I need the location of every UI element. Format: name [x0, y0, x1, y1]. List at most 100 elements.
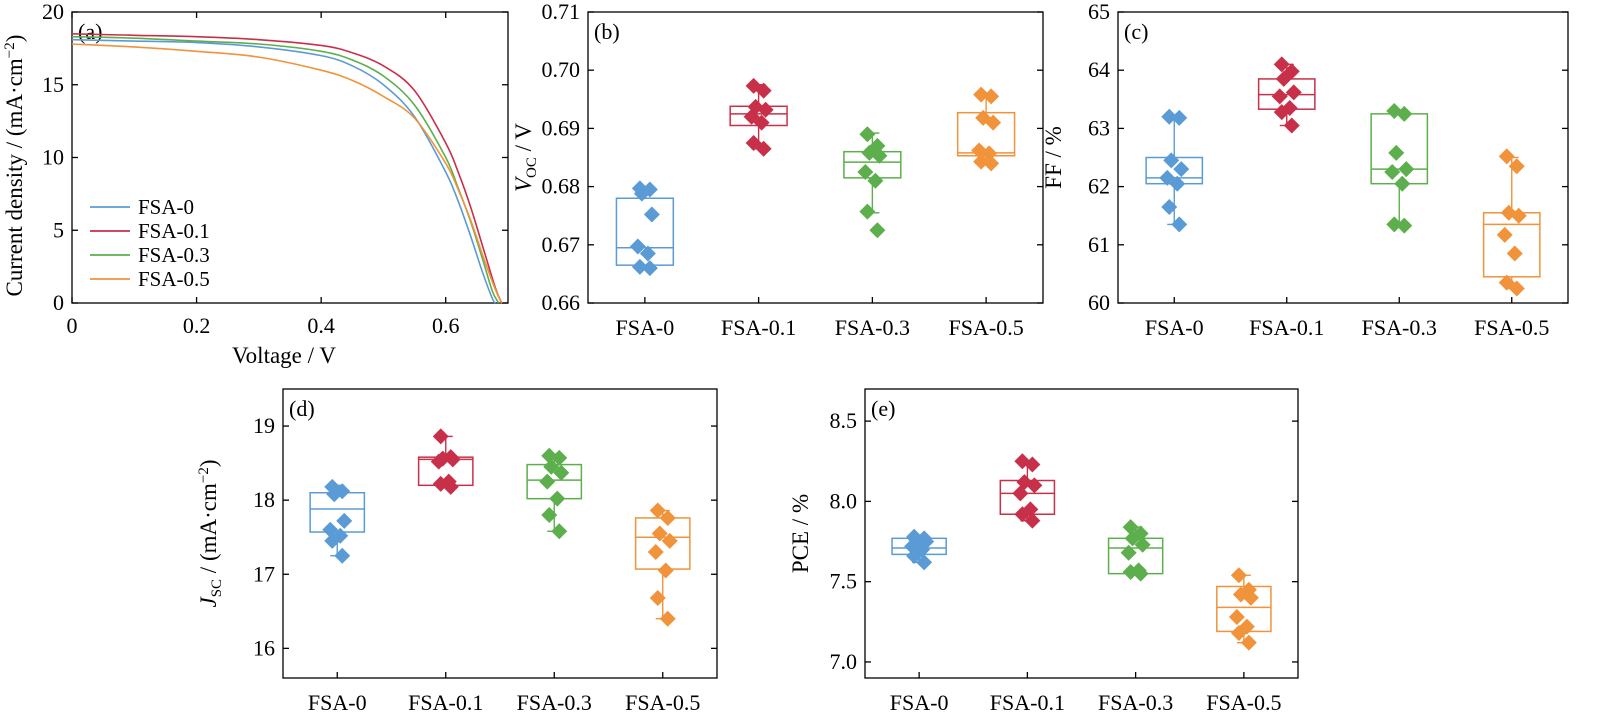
- data-point: [1275, 70, 1292, 87]
- data-point: [553, 464, 570, 481]
- data-point: [869, 222, 886, 239]
- data-point: [755, 82, 772, 99]
- x-tick-label: FSA-0: [616, 315, 675, 340]
- y-tick-label: 20: [42, 0, 64, 24]
- box-FSA-0.5: [634, 502, 691, 627]
- data-point: [1024, 512, 1041, 529]
- data-point: [1388, 144, 1405, 161]
- y-tick-label: 0.67: [542, 232, 581, 257]
- plot-frame: [282, 388, 718, 679]
- data-point: [336, 512, 353, 529]
- y-tick-label: 0.70: [542, 57, 581, 82]
- x-tick-label: FSA-0.5: [625, 690, 700, 715]
- data-point: [659, 509, 676, 526]
- data-point: [1273, 104, 1290, 121]
- x-tick-label: FSA-0.3: [1098, 690, 1173, 715]
- box-FSA-0: [891, 528, 947, 571]
- data-point: [324, 532, 341, 549]
- panel-label: (e): [871, 396, 895, 421]
- box-FSA-0.1: [999, 453, 1056, 529]
- data-point: [647, 544, 664, 561]
- panel-label: (b): [594, 19, 620, 44]
- data-point: [639, 245, 656, 262]
- data-point: [973, 86, 990, 103]
- box-FSA-0.3: [1370, 102, 1429, 234]
- data-point: [1273, 56, 1290, 73]
- x-axis-label: Voltage / V: [232, 343, 336, 368]
- y-tick-label: 0.68: [542, 174, 581, 199]
- data-point: [859, 203, 876, 220]
- plot-frame: [587, 11, 1044, 304]
- y-axis-label: VOC / V: [511, 123, 540, 192]
- x-tick-label: FSA-0.3: [1362, 315, 1437, 340]
- y-tick-label: 17: [253, 561, 275, 586]
- panel-b: (b) 0.66 0.67 0.68 0.69 0.70 0.71 FSA-0 FSA-0.1 F…: [511, 0, 1044, 340]
- series-line-FSA-0.3: [71, 35, 500, 304]
- data-point: [661, 532, 678, 549]
- data-point: [757, 101, 774, 118]
- data-point: [1283, 117, 1300, 134]
- data-point: [1230, 567, 1247, 584]
- y-tick-label: 5: [53, 217, 64, 242]
- x-tick-label: FSA-0: [890, 690, 949, 715]
- legend-entry: FSA-0.3: [138, 243, 210, 267]
- data-point: [1386, 216, 1403, 233]
- data-point: [641, 260, 658, 277]
- data-point: [1242, 589, 1259, 606]
- data-point: [983, 155, 1000, 172]
- legend-entry: FSA-0.1: [138, 219, 210, 243]
- y-axis-label: FF / %: [1041, 126, 1066, 189]
- box-FSA-0.1: [417, 428, 474, 495]
- series-line-FSA-0.5: [71, 43, 503, 304]
- data-point: [1122, 519, 1139, 536]
- data-point: [1026, 477, 1043, 494]
- data-point: [1014, 506, 1031, 523]
- data-point: [755, 140, 772, 157]
- data-point: [1134, 536, 1151, 553]
- data-point: [549, 490, 566, 507]
- data-point: [649, 502, 666, 519]
- y-tick-label: 0.66: [542, 290, 581, 315]
- legend-entry: FSA-0.5: [138, 267, 210, 291]
- y-tick-label: 8.0: [830, 488, 858, 513]
- x-tick-label: FSA-0.1: [721, 315, 796, 340]
- y-tick-label: 0.69: [542, 115, 581, 140]
- y-tick-label: 63: [1088, 115, 1110, 140]
- y-tick-label: 7.5: [830, 569, 858, 594]
- data-point: [430, 453, 447, 470]
- data-point: [871, 147, 888, 164]
- data-point: [334, 547, 351, 564]
- x-tick-label: FSA-0.1: [408, 690, 483, 715]
- data-point: [444, 451, 461, 468]
- data-point: [1508, 158, 1525, 175]
- data-point: [973, 153, 990, 170]
- y-tick-label: 16: [253, 635, 275, 660]
- data-point: [551, 449, 568, 466]
- y-tick-label: 64: [1088, 57, 1110, 82]
- box-FSA-0.5: [1216, 567, 1272, 651]
- series-line-FSA-0.1: [71, 33, 503, 304]
- data-point: [1510, 207, 1527, 224]
- x-tick-label: FSA-0.5: [1474, 315, 1549, 340]
- y-axis-label: PCE / %: [788, 494, 813, 573]
- data-point: [432, 428, 449, 445]
- data-point: [1228, 608, 1245, 625]
- x-tick-label: FSA-0.5: [949, 315, 1024, 340]
- data-point: [1163, 152, 1180, 169]
- x-tick-label: 0.2: [183, 313, 211, 338]
- data-point: [643, 206, 660, 223]
- y-tick-label: 62: [1088, 174, 1110, 199]
- data-point: [1498, 148, 1515, 165]
- panel-d: (d) 16 17 18 19 FSA-0 FSA-0.1 FSA-0.3 FSA-0.5 JSC…: [196, 388, 718, 715]
- y-tick-label: 0.71: [542, 0, 581, 24]
- data-point: [541, 506, 558, 523]
- box-FSA-0.3: [526, 447, 583, 540]
- data-point: [1398, 161, 1415, 178]
- x-tick-label: FSA-0: [308, 690, 367, 715]
- data-point: [983, 88, 1000, 105]
- data-point: [1396, 217, 1413, 234]
- y-tick-label: 7.0: [830, 649, 858, 674]
- y-tick-label: 18: [253, 487, 275, 512]
- y-tick-label: 8.5: [830, 408, 858, 433]
